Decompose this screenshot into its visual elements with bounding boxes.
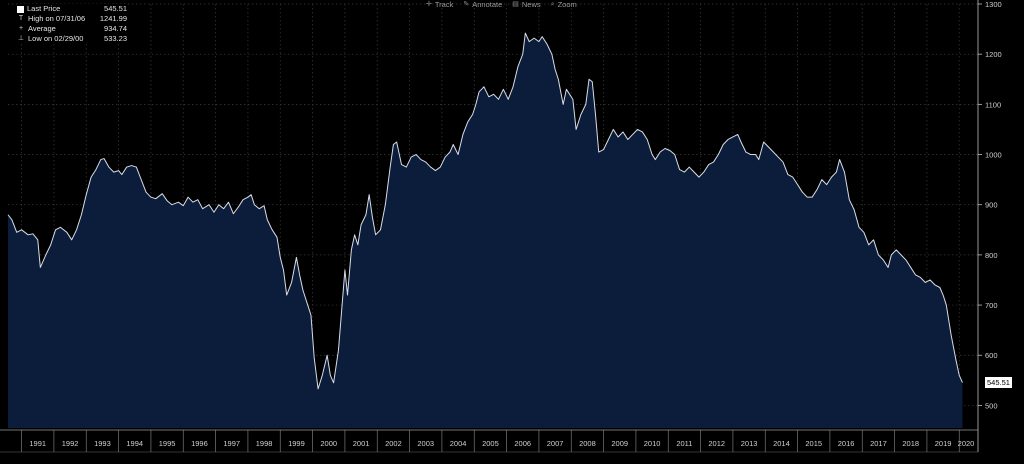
x-tick-label: 1994 [126,439,143,448]
x-tick-label: 1995 [159,439,176,448]
x-tick-label: 2009 [611,439,628,448]
x-tick-label: 1998 [256,439,273,448]
white-square-icon [17,5,24,13]
magnifier-icon: ⌕ [550,1,555,8]
legend-value: 1241.99 [99,14,127,23]
pencil-icon: ✎ [463,1,470,8]
area-layer [7,32,963,428]
legend-value: 533.23 [104,34,127,43]
x-tick-label: 2018 [902,439,919,448]
x-tick-label: 2014 [773,439,790,448]
x-tick-label: 2013 [741,439,758,448]
x-tick-label: 1992 [62,439,79,448]
y-tick-label: 1200 [985,50,1002,59]
x-tick-label: 2016 [838,439,855,448]
legend-row-low[interactable]: ⊥ Low on 02/29/00 533.23 [17,34,127,44]
y-tick-label: 700 [985,301,998,310]
y-tick-label: 1300 [985,0,1002,9]
track-tool[interactable]: ✛ Track [426,0,453,10]
news-label: News [521,0,541,9]
legend-value: 545.51 [104,4,127,13]
legend-label: Last Price [27,4,61,13]
axis-layer: 500 600 700 800 900 1000 1100 1200 1300 1991 1992 1… [0,0,1002,453]
annotate-label: Annotate [472,0,503,9]
legend-label: Low on 02/29/00 [28,34,84,43]
x-tick-label: 1993 [94,439,111,448]
chart-toolbar: ✛ Track ✎ Annotate ▤ News ⌕ Zoom [426,0,577,10]
legend-row-last-price[interactable]: Last Price 545.51 [17,4,127,14]
x-tick-label: 2012 [708,439,725,448]
x-tick-label: 2004 [450,439,467,448]
high-marker-icon: T [18,15,24,22]
x-tick-label: 2008 [579,439,596,448]
x-tick-label: 2006 [514,439,531,448]
chart-legend: Last Price 545.51 T High on 07/31/06 124… [17,4,127,44]
legend-label: High on 07/31/06 [28,14,86,23]
legend-row-average[interactable]: + Average 934.74 [17,24,127,34]
crosshair-icon: ✛ [426,1,432,8]
zoom-label: Zoom [557,0,577,9]
track-label: Track [434,0,454,9]
price-area [8,33,963,428]
news-icon: ▤ [512,1,519,8]
legend-row-high[interactable]: T High on 07/31/06 1241.99 [17,14,127,24]
y-tick-label: 500 [985,401,998,410]
y-tick-label: 1100 [985,100,1001,109]
x-tick-label: 2000 [320,439,337,448]
x-tick-label: 2010 [644,439,661,448]
x-tick-label: 2020 [958,439,975,448]
x-tick-label: 2007 [547,439,564,448]
y-tick-label: 600 [985,351,998,360]
x-tick-label: 2019 [935,439,952,448]
x-tick-label: 2003 [417,439,434,448]
low-marker-icon: ⊥ [17,35,25,42]
news-tool[interactable]: ▤ News [512,0,540,10]
average-marker-icon: + [18,25,24,32]
x-tick-label: 2002 [385,439,402,448]
x-tick-label: 1999 [288,439,305,448]
price-line[interactable] [7,32,963,390]
x-tick-label: 1991 [29,439,46,448]
x-tick-label: 2011 [676,439,692,448]
legend-value: 934.74 [104,24,127,33]
x-tick-label: 1996 [191,439,208,448]
annotate-tool[interactable]: ✎ Annotate [463,0,502,10]
y-tick-label: 800 [985,251,998,260]
legend-label: Average [28,24,56,33]
x-tick-label: 1997 [223,439,240,448]
last-price-label: 545.51 [985,376,1012,388]
y-tick-label: 1000 [985,151,1002,160]
y-tick-label: 900 [985,201,998,210]
zoom-tool[interactable]: ⌕ Zoom [551,0,577,10]
x-tick-label: 2001 [353,439,370,448]
x-tick-label: 2005 [482,439,499,448]
x-tick-label: 2017 [870,439,887,448]
x-tick-label: 2015 [805,439,822,448]
